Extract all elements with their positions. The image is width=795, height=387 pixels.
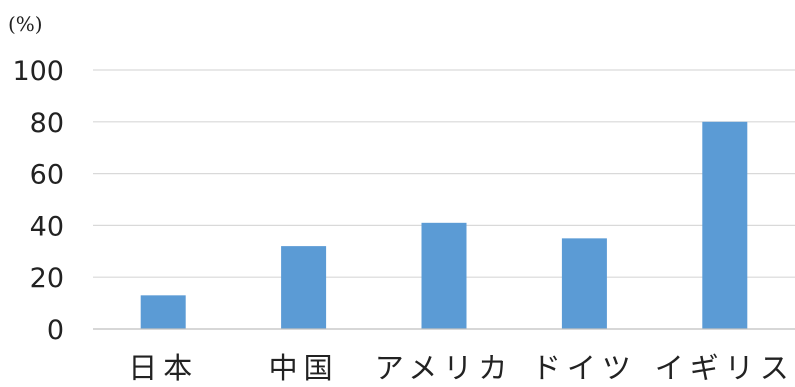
x-tick-label: ドイツ [532,351,637,385]
x-tick-label: イギリス [655,351,795,385]
x-tick-label: 中国 [269,351,339,385]
bar [561,238,607,329]
bar [281,246,327,329]
x-tick-label: 日本 [128,351,198,385]
x-axis-tick-labels: 日本 中国 アメリカ ドイツ イギリス [128,351,795,385]
y-axis-tick-labels: 0 20 40 60 80 100 [12,56,64,346]
y-tick-label: 40 [30,211,64,242]
y-tick-label: 60 [30,160,64,191]
bar [702,121,748,329]
bar [140,295,186,329]
y-tick-label: 0 [47,315,64,346]
y-tick-label: 20 [30,263,64,294]
bar [421,222,467,329]
bars [140,121,748,329]
y-unit-label: (%) [8,12,43,36]
x-tick-label: アメリカ [375,351,514,385]
y-tick-label: 80 [30,108,64,139]
y-tick-label: 100 [12,56,64,87]
gridlines [93,69,795,278]
